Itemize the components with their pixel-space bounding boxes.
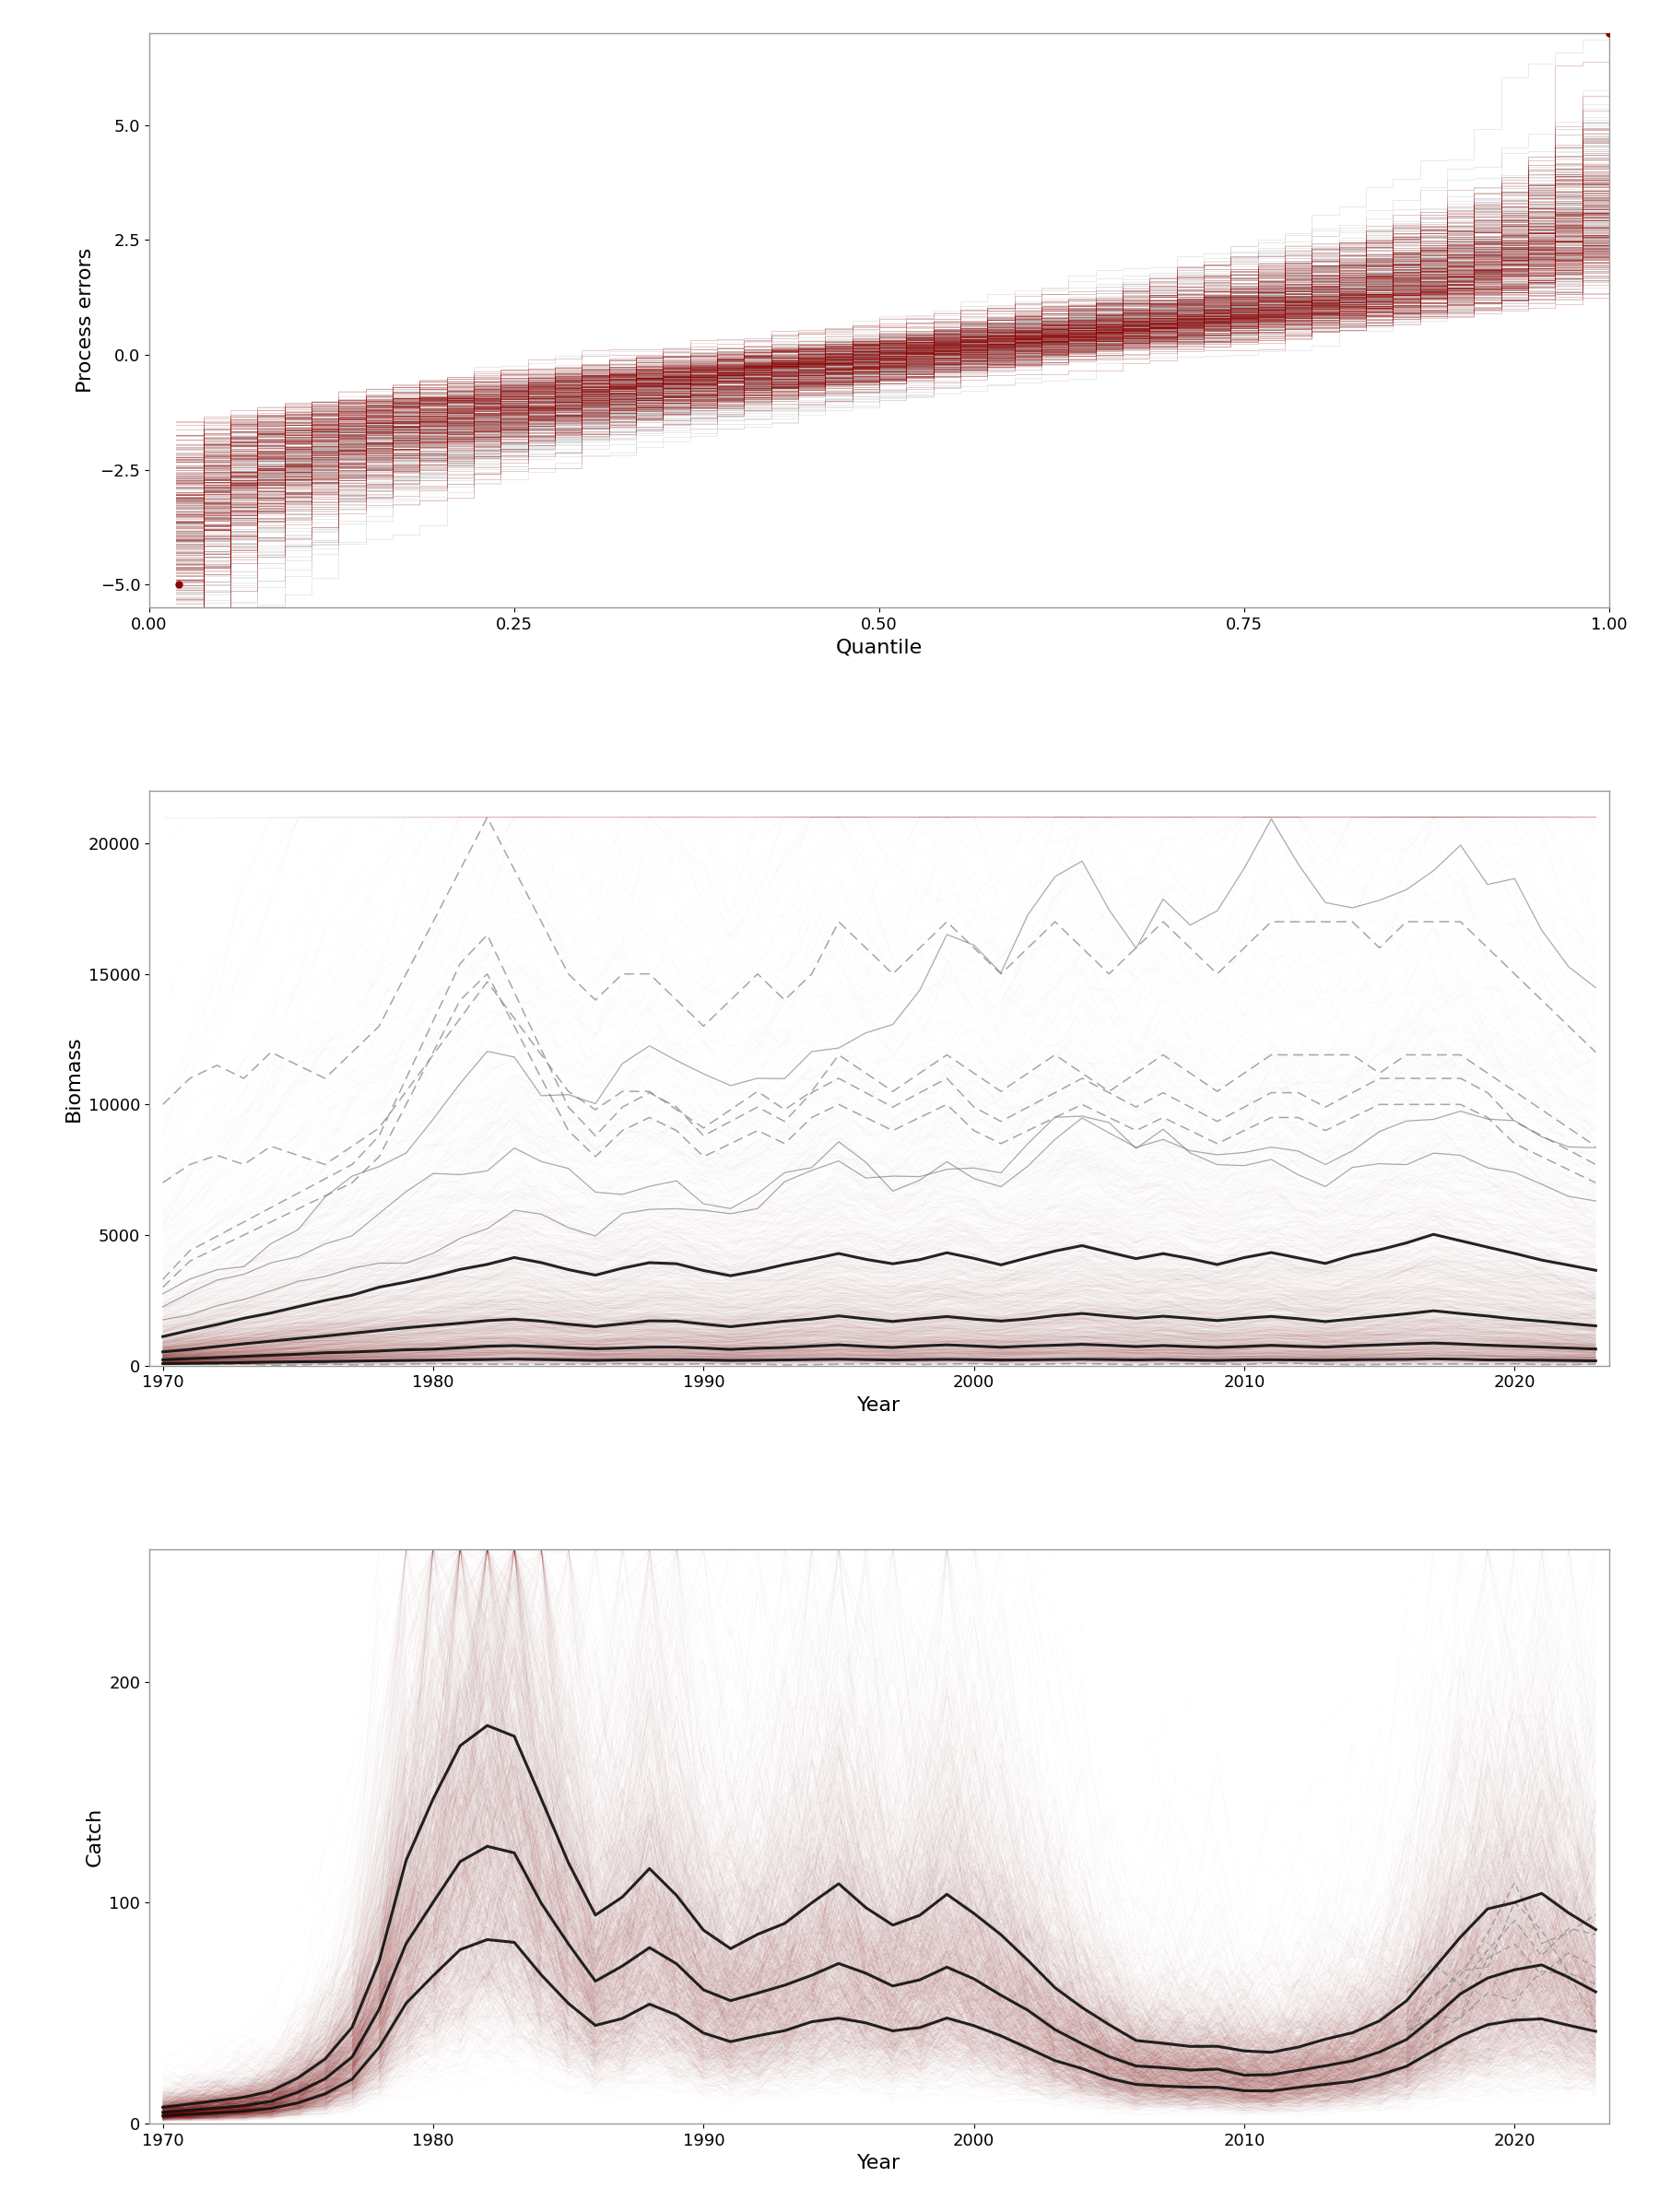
Y-axis label: Process errors: Process errors: [76, 248, 95, 394]
Y-axis label: Biomass: Biomass: [65, 1035, 83, 1121]
X-axis label: Year: Year: [858, 1396, 901, 1416]
X-axis label: Quantile: Quantile: [836, 637, 922, 657]
Y-axis label: Catch: Catch: [86, 1807, 105, 1867]
X-axis label: Year: Year: [858, 2154, 901, 2172]
